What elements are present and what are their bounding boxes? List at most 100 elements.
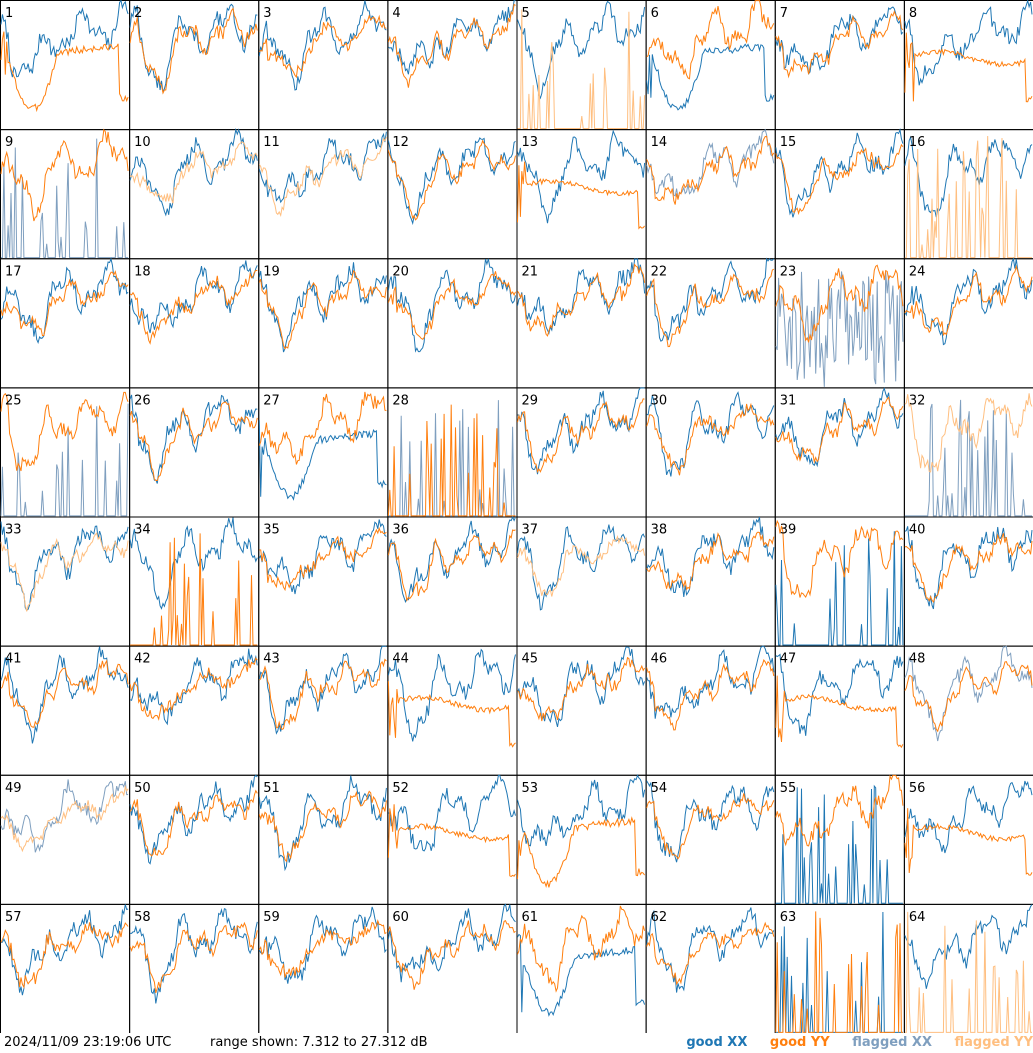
panel-18-label: 18 bbox=[134, 264, 151, 279]
panel-37-label: 37 bbox=[522, 523, 539, 538]
panel-6-xx-line bbox=[646, 43, 775, 111]
panel-47-label: 47 bbox=[780, 652, 797, 667]
panel-18: 18 bbox=[129, 258, 260, 389]
panel-2-label: 2 bbox=[134, 6, 142, 21]
panel-25-xx-line bbox=[0, 403, 129, 517]
legend-flagged-yy: flagged YY bbox=[954, 1035, 1033, 1050]
panel-30-label: 30 bbox=[651, 393, 668, 408]
panel-44-label: 44 bbox=[392, 652, 409, 667]
panel-34-label: 34 bbox=[134, 523, 151, 538]
panel-23-label: 23 bbox=[780, 264, 797, 279]
panel-28: 28 bbox=[387, 387, 518, 518]
panel-59-label: 59 bbox=[263, 910, 280, 925]
panel-31-yy-line bbox=[775, 396, 904, 464]
panel-28-xx-line bbox=[388, 400, 516, 517]
panel-26-label: 26 bbox=[134, 393, 151, 408]
panel-62: 62 bbox=[645, 903, 776, 1033]
panel-18-yy-line bbox=[129, 269, 258, 345]
panel-43-yy-line bbox=[258, 658, 387, 731]
panel-52: 52 bbox=[387, 774, 518, 905]
panel-23: 23 bbox=[774, 258, 905, 389]
panel-38-yy-line bbox=[646, 531, 775, 591]
panel-43: 43 bbox=[258, 645, 389, 776]
panel-35-yy-line bbox=[259, 526, 387, 592]
panel-1-yy-line bbox=[0, 31, 129, 113]
panel-28-yy-line bbox=[387, 404, 516, 517]
panel-19-label: 19 bbox=[263, 264, 280, 279]
panel-frame bbox=[516, 0, 647, 131]
panel-32-xx-line bbox=[904, 399, 1032, 517]
panel-28-label: 28 bbox=[392, 393, 409, 408]
panel-43-label: 43 bbox=[263, 652, 280, 667]
panel-40-yy-line bbox=[904, 533, 1033, 603]
panel-16-yy-line bbox=[904, 135, 1032, 259]
panel-48-yy-line bbox=[904, 660, 1033, 733]
panel-52-label: 52 bbox=[392, 781, 409, 796]
panel-29-yy-line bbox=[517, 398, 645, 474]
panel-61: 61 bbox=[516, 903, 647, 1033]
panel-61-xx-line bbox=[517, 933, 646, 1017]
panel-41-label: 41 bbox=[5, 652, 22, 667]
panel-10-yy-line bbox=[129, 141, 258, 204]
panel-8: 8 bbox=[903, 0, 1033, 131]
panel-5: 5 bbox=[516, 0, 647, 131]
panel-17-xx-line bbox=[0, 257, 129, 344]
panel-56-xx-line bbox=[904, 780, 1033, 854]
panel-42-yy-line bbox=[129, 657, 258, 721]
panel-63-yy-line bbox=[775, 911, 903, 1033]
panel-15-yy-line bbox=[775, 143, 904, 216]
panel-2: 2 bbox=[129, 0, 260, 131]
panel-39-xx-line bbox=[775, 531, 904, 646]
range-shown: range shown: 7.312 to 27.312 dB bbox=[210, 1035, 428, 1050]
panel-36-yy-line bbox=[387, 529, 516, 602]
panel-55-xx-line bbox=[775, 784, 903, 904]
panel-25-label: 25 bbox=[5, 393, 22, 408]
panel-64-xx-line bbox=[904, 904, 1033, 989]
panel-34: 34 bbox=[129, 516, 260, 647]
panel-7-yy-line bbox=[775, 10, 904, 79]
panel-46-xx-line bbox=[646, 645, 775, 719]
panel-14: 14 bbox=[645, 128, 776, 260]
panel-49-yy-line bbox=[0, 784, 129, 853]
panel-2-xx-line bbox=[129, 3, 258, 95]
panel-47: 47 bbox=[774, 645, 905, 776]
panel-7-xx-line bbox=[775, 6, 904, 75]
panel-22-yy-line bbox=[646, 268, 775, 348]
panel-21-yy-line bbox=[517, 263, 646, 337]
panel-64: 64 bbox=[903, 903, 1033, 1033]
panel-8-yy-line bbox=[904, 32, 1033, 103]
panel-38-label: 38 bbox=[651, 523, 668, 538]
panel-19: 19 bbox=[258, 258, 389, 389]
panel-44-xx-line bbox=[387, 648, 516, 742]
panel-22: 22 bbox=[645, 257, 776, 389]
panel-46: 46 bbox=[645, 645, 776, 776]
panel-42-xx-line bbox=[129, 648, 258, 726]
panel-49-label: 49 bbox=[5, 781, 22, 796]
panel-60: 60 bbox=[387, 903, 518, 1033]
panel-37-xx-line bbox=[517, 524, 646, 611]
panel-10-label: 10 bbox=[134, 135, 151, 150]
panel-62-yy-line bbox=[646, 921, 775, 986]
panel-27: 27 bbox=[258, 387, 389, 518]
panel-34-xx-line bbox=[129, 517, 258, 610]
panel-64-label: 64 bbox=[909, 910, 926, 925]
panel-36-label: 36 bbox=[392, 523, 409, 538]
panel-35-xx-line bbox=[258, 519, 387, 595]
panel-1-label: 1 bbox=[5, 6, 13, 21]
panel-50-yy-line bbox=[129, 789, 258, 857]
panel-58: 58 bbox=[129, 903, 260, 1033]
panel-56-label: 56 bbox=[909, 781, 926, 796]
panel-33-label: 33 bbox=[5, 523, 22, 538]
panel-frame bbox=[0, 0, 131, 131]
panel-49: 49 bbox=[0, 774, 131, 905]
panel-13-yy-line bbox=[517, 161, 645, 230]
panel-60-yy-line bbox=[387, 920, 516, 990]
panel-52-xx-line bbox=[388, 774, 516, 852]
panel-29: 29 bbox=[516, 387, 647, 518]
panel-35: 35 bbox=[258, 516, 389, 647]
panel-60-label: 60 bbox=[392, 910, 409, 925]
panel-13: 13 bbox=[516, 129, 647, 260]
panel-32: 32 bbox=[903, 387, 1033, 518]
panel-34-yy-line bbox=[130, 533, 258, 646]
panel-11-xx-line bbox=[258, 131, 387, 204]
